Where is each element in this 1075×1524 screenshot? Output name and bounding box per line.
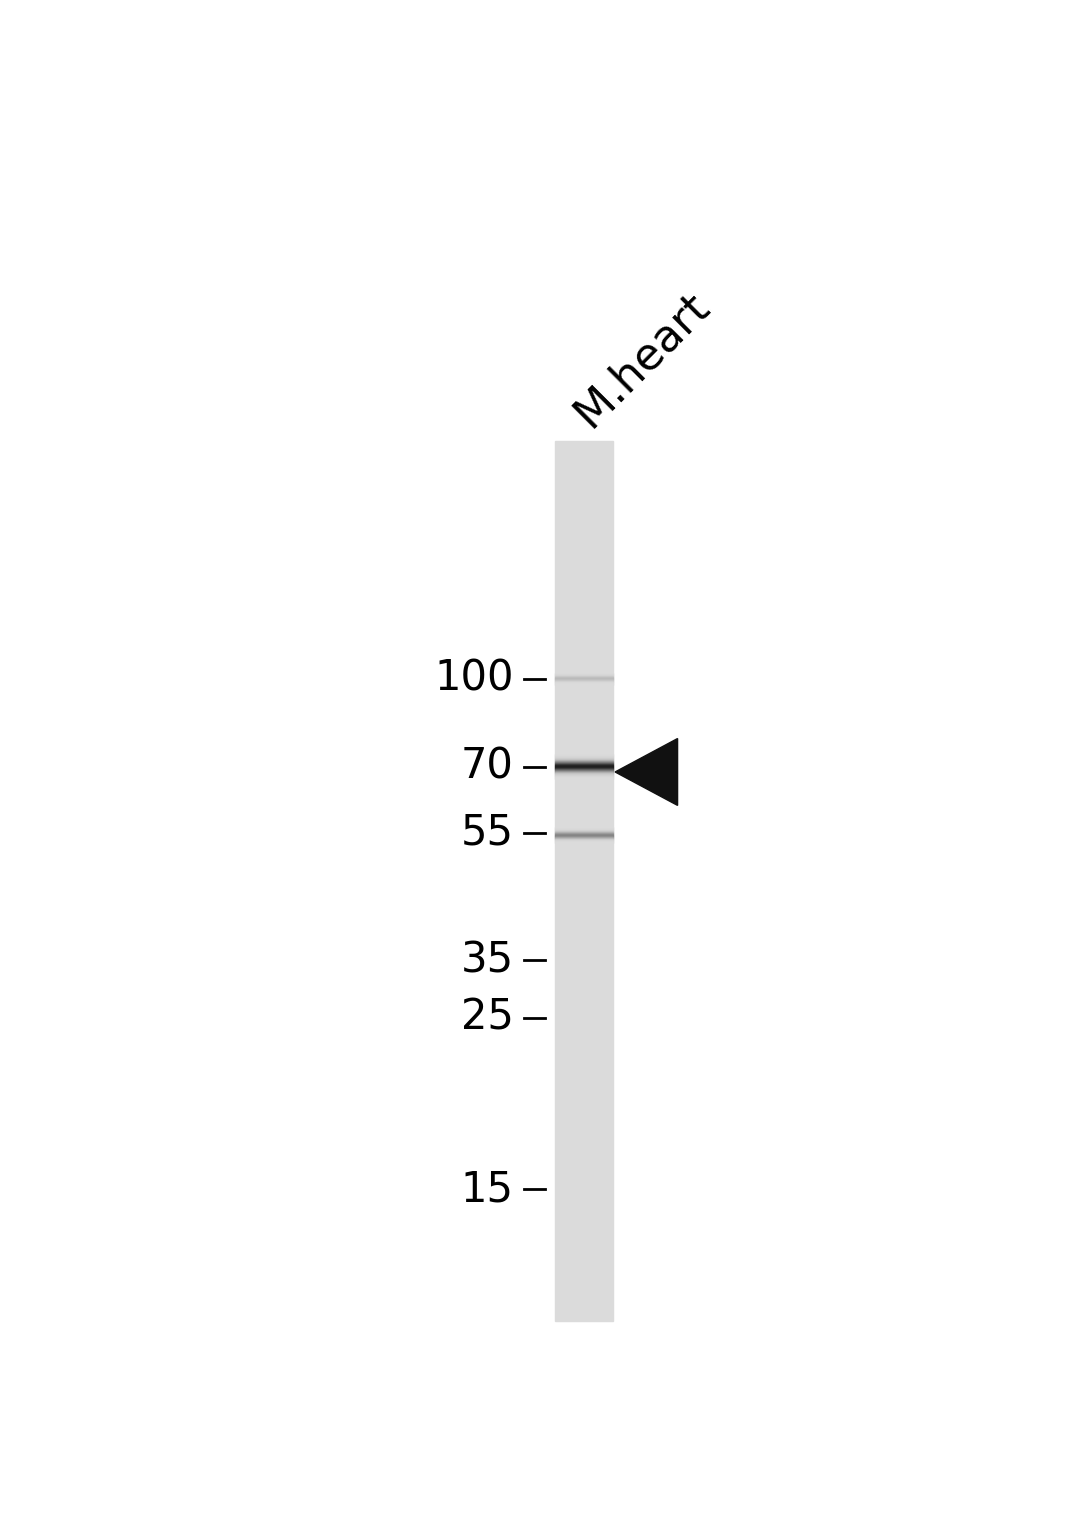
- Text: M.heart: M.heart: [567, 283, 718, 436]
- Polygon shape: [615, 739, 677, 805]
- Text: 25: 25: [460, 997, 514, 1038]
- Text: 55: 55: [460, 812, 514, 853]
- Bar: [555, 440, 614, 1321]
- Text: 15: 15: [460, 1167, 514, 1210]
- Text: 100: 100: [434, 658, 514, 700]
- Text: 70: 70: [460, 745, 514, 788]
- Text: 35: 35: [460, 939, 514, 981]
